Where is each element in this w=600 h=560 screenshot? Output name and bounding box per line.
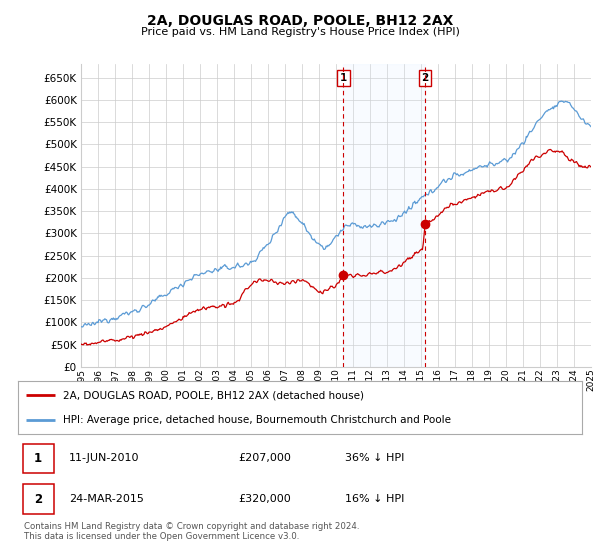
Text: 1: 1 [34, 452, 42, 465]
FancyBboxPatch shape [23, 484, 53, 514]
Text: 1: 1 [340, 73, 347, 83]
Text: 16% ↓ HPI: 16% ↓ HPI [345, 494, 404, 504]
Text: £320,000: £320,000 [238, 494, 291, 504]
Text: Contains HM Land Registry data © Crown copyright and database right 2024.
This d: Contains HM Land Registry data © Crown c… [24, 522, 359, 542]
FancyBboxPatch shape [23, 444, 53, 473]
Text: 2A, DOUGLAS ROAD, POOLE, BH12 2AX: 2A, DOUGLAS ROAD, POOLE, BH12 2AX [147, 14, 453, 28]
Text: HPI: Average price, detached house, Bournemouth Christchurch and Poole: HPI: Average price, detached house, Bour… [63, 414, 451, 424]
Text: 2A, DOUGLAS ROAD, POOLE, BH12 2AX (detached house): 2A, DOUGLAS ROAD, POOLE, BH12 2AX (detac… [63, 390, 364, 400]
Text: 24-MAR-2015: 24-MAR-2015 [69, 494, 143, 504]
Text: 2: 2 [34, 493, 42, 506]
Text: £207,000: £207,000 [238, 454, 291, 464]
Text: Price paid vs. HM Land Registry's House Price Index (HPI): Price paid vs. HM Land Registry's House … [140, 27, 460, 37]
Text: 36% ↓ HPI: 36% ↓ HPI [345, 454, 404, 464]
Bar [343, 64, 425, 367]
Text: 2: 2 [421, 73, 428, 83]
Text: 11-JUN-2010: 11-JUN-2010 [69, 454, 139, 464]
